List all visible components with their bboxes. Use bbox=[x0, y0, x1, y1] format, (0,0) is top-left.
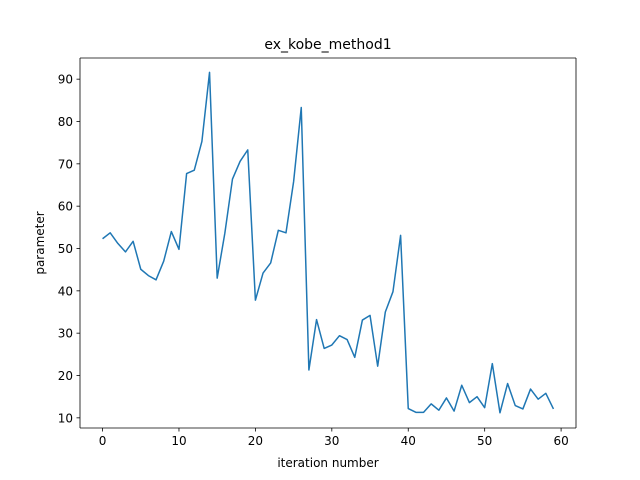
x-tick-label: 30 bbox=[324, 434, 339, 448]
y-tick-label: 70 bbox=[58, 157, 73, 171]
x-tick-label: 40 bbox=[401, 434, 416, 448]
y-tick-label: 60 bbox=[58, 200, 73, 214]
y-tick-label: 20 bbox=[58, 369, 73, 383]
chart-title: ex_kobe_method1 bbox=[264, 37, 391, 53]
x-axis-label: iteration number bbox=[277, 456, 378, 470]
x-tick-label: 10 bbox=[171, 434, 186, 448]
y-tick-label: 30 bbox=[58, 327, 73, 341]
x-tick-label: 20 bbox=[248, 434, 263, 448]
y-tick-label: 40 bbox=[58, 284, 73, 298]
y-tick-label: 10 bbox=[58, 411, 73, 425]
y-axis-label: parameter bbox=[33, 211, 47, 274]
series-line bbox=[102, 71, 555, 414]
plot-frame bbox=[79, 57, 577, 429]
y-tick-label: 90 bbox=[58, 73, 73, 87]
x-tick-label: 60 bbox=[553, 434, 568, 448]
x-tick-label: 50 bbox=[477, 434, 492, 448]
plot-area bbox=[80, 58, 576, 428]
y-tick-label: 50 bbox=[58, 242, 73, 256]
y-tick-label: 80 bbox=[58, 115, 73, 129]
x-tick-label: 0 bbox=[99, 434, 107, 448]
axis-ticks: 0 10 20 30 40 50 60 10 20 30 40 50 60 70 80 90 bbox=[58, 73, 569, 448]
